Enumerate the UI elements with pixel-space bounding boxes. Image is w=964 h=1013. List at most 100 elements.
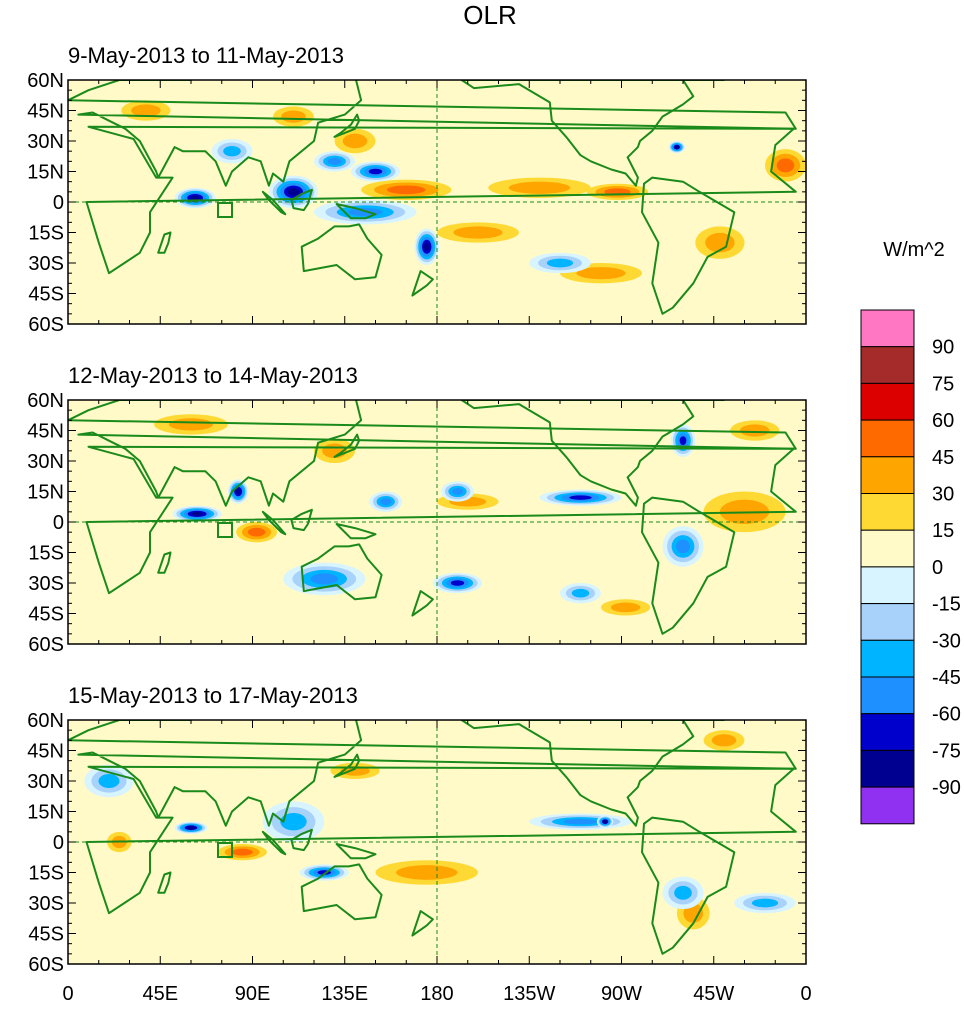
map-panel-1: 9-May-2013 to 11-May-2013 60N 45N 30N 15N 0 1… [27, 43, 807, 336]
anomaly-contour-12-level-2 [98, 774, 120, 788]
colorbar-swatch [860, 566, 915, 605]
colorbar-labels: 90 75 60 45 30 15 0 -15 -30 -45 -60 -75 -90 [932, 337, 961, 799]
lon-label: 90E [235, 983, 271, 1005]
lon-label: 180 [420, 983, 453, 1005]
north-america-coast [460, 80, 695, 187]
lat-label: 45N [27, 101, 64, 123]
new-zealand-coast [411, 590, 434, 617]
anomaly-contour-5-level-1 [711, 734, 737, 747]
anomaly-contour-6-level-1 [610, 602, 641, 613]
lat-label: 15S [28, 223, 64, 245]
anomaly-contour-10-level-2 [280, 812, 307, 831]
colorbar-swatch [860, 713, 915, 751]
europe-asia-coast [68, 80, 797, 187]
madagascar-coast [157, 231, 172, 254]
region-box [217, 522, 233, 538]
colorbar-units: W/m^2 [883, 239, 945, 261]
lat-labels: 60N 45N 30N 15N 0 15S 30S 45S 60S [27, 390, 64, 656]
lat-label: 15S [28, 863, 64, 885]
anomaly-contour-9-level-3 [310, 573, 338, 585]
new-zealand-coast [411, 270, 434, 297]
lat-label: 30N [27, 131, 64, 153]
lat-label: 15S [28, 543, 64, 565]
colorbar-swatch [860, 676, 915, 715]
anomaly-contour-1-level-2 [231, 848, 253, 856]
anomaly-contour-11-level-2 [674, 885, 692, 900]
lat-label: 30N [27, 451, 64, 473]
lat-label: 45S [28, 284, 64, 306]
colorbar-swatch [860, 749, 915, 788]
panel-title: 15-May-2013 to 17-May-2013 [68, 683, 358, 708]
japan-coast [333, 113, 361, 138]
lat-label: 45S [28, 924, 64, 946]
anomaly-contour-13-level-2 [751, 898, 779, 908]
lon-label: 0 [62, 983, 73, 1005]
anomaly-contour-3-level-2 [247, 527, 266, 537]
coastlines [68, 720, 797, 955]
colorbar-swatch [860, 493, 915, 531]
lat-label: 15N [27, 162, 64, 184]
anomaly-contour-8-level-3 [563, 818, 598, 825]
panel-title: 9-May-2013 to 11-May-2013 [68, 43, 344, 68]
australia-coast [300, 543, 383, 601]
new-guinea-coast [335, 843, 377, 860]
madagascar-coast [157, 551, 172, 574]
colorbar-swatch [860, 309, 915, 348]
region-box [217, 202, 233, 218]
colorbar-swatch [860, 603, 915, 641]
panel-title: 12-May-2013 to 14-May-2013 [68, 363, 358, 388]
lat-label: 0 [53, 192, 64, 214]
anomaly-contour-3-level-1 [508, 181, 571, 194]
anomaly-contour-5-level-1 [342, 133, 368, 149]
lon-label: 45W [693, 983, 734, 1005]
colorbar-label: 15 [932, 520, 954, 542]
anomaly-contour-6-level-1 [453, 226, 503, 239]
anomaly-contour-10-level-5 [190, 195, 200, 201]
colorbar-label: 60 [932, 410, 954, 432]
anomaly-contour-7-level-5 [191, 511, 203, 516]
anomaly-contour-16-level-3 [380, 498, 392, 506]
madagascar-coast [157, 871, 172, 894]
anomaly-contour-18-level-2 [546, 258, 574, 268]
colorbar: W/m^2 90 75 60 45 30 15 0 -15 -30 -45 -60 -75 -90 [860, 239, 961, 825]
colorbar-label: -90 [932, 777, 961, 799]
japan-coast [333, 753, 361, 778]
map-panel-3: 15-May-2013 to 17-May-2013 60N 45N 30N 15N 0… [27, 683, 807, 976]
colorbar-swatch [860, 529, 915, 568]
colorbar-swatch [860, 456, 915, 494]
lat-label: 30S [28, 573, 64, 595]
sumatra-coast [261, 510, 287, 536]
anomaly-contour-11-level-4 [569, 495, 592, 500]
colorbar-label: 75 [932, 373, 954, 395]
lat-label: 30S [28, 253, 64, 275]
anomaly-contour-0-level-1 [168, 418, 214, 431]
anomaly-field [84, 730, 796, 930]
anomaly-contour-0-level-1 [131, 104, 161, 117]
anomaly-contour-1-level-1 [281, 110, 306, 123]
colorbar-label: 45 [932, 447, 954, 469]
coastlines [68, 80, 797, 315]
lat-label: 45S [28, 604, 64, 626]
sumatra-coast [261, 190, 287, 216]
lat-label: 60N [27, 390, 64, 412]
lat-label: 15N [27, 802, 64, 824]
lat-label: 60S [28, 954, 64, 976]
north-america-coast [460, 720, 695, 827]
anomaly-contour-9-level-1 [576, 267, 626, 280]
colorbar-label: -75 [932, 740, 961, 762]
europe-asia-coast [68, 720, 797, 827]
colorbar-boxes [860, 309, 915, 825]
borneo-coast [290, 508, 313, 532]
colorbar-swatch [860, 639, 915, 678]
anomaly-contour-6-level-5 [187, 825, 195, 830]
lat-label: 60N [27, 70, 64, 92]
anomaly-contour-2-level-1 [396, 865, 458, 880]
figure-title: OLR [463, 0, 516, 30]
anomaly-contour-13-level-4 [679, 436, 687, 446]
colorbar-swatch [860, 382, 915, 421]
lat-label: 0 [53, 832, 64, 854]
anomaly-contour-15-level-2 [571, 588, 590, 598]
anomaly-contour-15-level-2 [223, 145, 241, 157]
south-america-coast [641, 496, 736, 635]
